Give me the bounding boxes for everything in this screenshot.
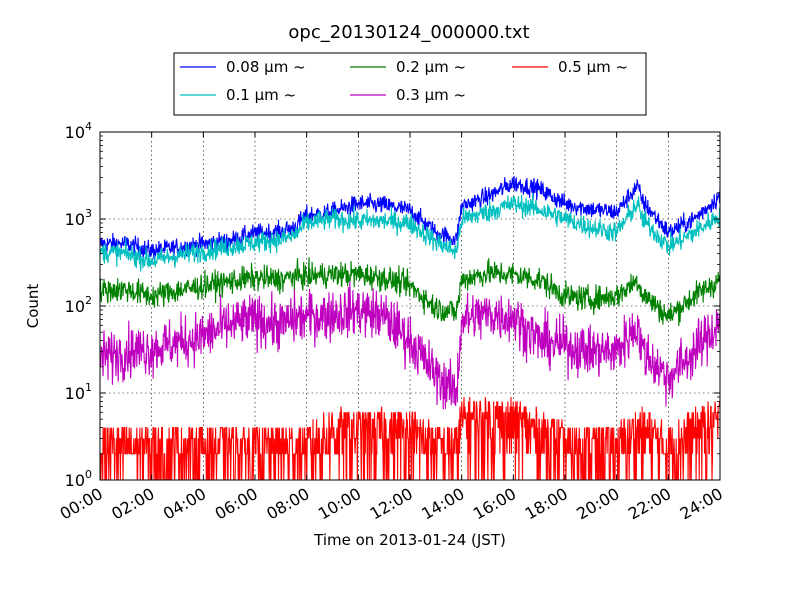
chart-title: opc_20130124_000000.txt [288,22,529,43]
y-tick-exponent: 4 [85,120,92,133]
legend-items: 0.08 μm ~ 0.1 μm ~ 0.2 μm ~ 0.3 μm ~ 0.5 μm … [180,58,628,104]
legend-frame [173,52,647,116]
legend-label: 0.1 μm ~ [226,86,296,104]
legend-label: 0.08 μm ~ [226,58,306,76]
legend-label: 0.5 μm ~ [558,58,628,76]
y-tick-exponent: 1 [85,381,92,394]
y-tick-exponent: 3 [85,207,92,220]
series-line [99,257,721,327]
legend-label: 0.3 μm ~ [396,86,466,104]
series-line [99,396,721,481]
legend: 0.08 μm ~ 0.1 μm ~ 0.2 μm ~ 0.3 μm ~ 0.5 μm … [173,52,647,116]
x-axis-label: Time on 2013-01-24 (JST) [313,531,506,549]
y-tick-exponent: 2 [85,294,92,307]
series-group [99,175,721,481]
y-tick-exponent: 0 [85,468,92,481]
plot-area [99,131,721,481]
series-line [99,281,721,410]
series-line [99,193,721,272]
y-axis-label: Count [24,284,42,329]
series-line [99,175,721,260]
legend-label: 0.2 μm ~ [396,58,466,76]
